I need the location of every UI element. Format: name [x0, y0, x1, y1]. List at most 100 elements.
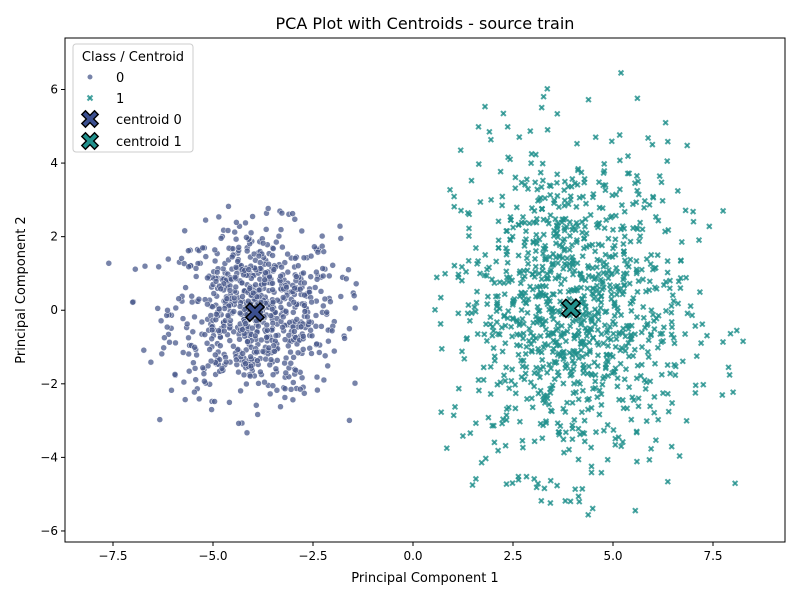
point-class-1 [576, 498, 583, 505]
point-class-1 [643, 379, 650, 386]
point-class-1 [575, 493, 582, 500]
point-class-1 [520, 267, 527, 274]
point-class-1 [586, 310, 593, 317]
point-class-1 [621, 208, 628, 215]
point-class-1 [620, 240, 627, 248]
point-class-0 [318, 232, 326, 240]
x-axis-label: Principal Component 1 [351, 571, 498, 586]
point-class-1 [516, 293, 523, 300]
point-class-0 [277, 403, 284, 410]
point-class-1 [433, 274, 440, 281]
point-class-1 [485, 414, 492, 421]
point-class-0 [237, 387, 244, 395]
point-class-0 [287, 360, 295, 367]
point-class-1 [512, 185, 519, 192]
point-class-1 [571, 335, 578, 342]
point-class-1 [570, 360, 578, 367]
point-class-1 [643, 255, 650, 263]
point-class-1 [591, 321, 599, 328]
point-class-1 [602, 187, 609, 194]
point-class-1 [552, 240, 560, 247]
point-class-1 [606, 281, 614, 289]
point-class-0 [239, 326, 246, 333]
point-class-1 [577, 284, 585, 291]
point-class-0 [240, 371, 248, 379]
point-class-1 [692, 382, 699, 389]
point-class-1 [639, 276, 647, 283]
point-class-1 [498, 324, 505, 331]
point-class-0 [277, 304, 285, 311]
point-class-1 [569, 253, 576, 261]
point-class-1 [674, 300, 682, 307]
point-class-1 [543, 392, 551, 399]
point-class-1 [658, 179, 665, 186]
point-class-1 [644, 348, 651, 356]
point-class-1 [581, 223, 589, 230]
point-class-1 [549, 329, 556, 336]
point-class-0 [229, 245, 237, 252]
point-class-1 [533, 231, 540, 238]
point-class-0 [281, 394, 289, 401]
point-class-0 [164, 307, 171, 314]
point-class-1 [739, 338, 747, 345]
point-class-1 [538, 497, 545, 504]
point-class-0 [289, 210, 296, 217]
point-class-1 [441, 270, 449, 277]
point-class-0 [284, 250, 291, 258]
point-class-0 [243, 429, 251, 437]
point-class-1 [455, 385, 462, 392]
point-class-1 [579, 485, 586, 493]
legend-box [72, 43, 194, 153]
point-class-0 [269, 252, 276, 259]
point-class-1 [566, 232, 574, 240]
point-class-0 [352, 280, 360, 288]
point-class-1 [623, 261, 631, 268]
point-class-0 [291, 284, 298, 292]
point-class-1 [590, 285, 597, 292]
point-class-0 [234, 346, 242, 353]
point-class-0 [291, 328, 298, 335]
point-class-1 [544, 126, 551, 133]
point-class-1 [651, 409, 658, 416]
point-class-0 [291, 216, 299, 223]
point-class-1 [610, 330, 617, 337]
point-class-1 [635, 277, 642, 285]
point-class-1 [668, 443, 675, 450]
point-class-1 [495, 237, 502, 244]
point-class-1 [504, 259, 511, 266]
point-class-1 [493, 318, 501, 326]
point-class-1 [556, 431, 563, 438]
point-class-1 [538, 275, 545, 283]
point-class-1 [560, 353, 568, 360]
point-class-1 [638, 361, 645, 368]
point-class-0 [282, 369, 290, 377]
point-class-1 [512, 405, 519, 412]
point-class-0 [226, 287, 234, 294]
point-class-1 [465, 257, 472, 264]
point-class-0 [166, 339, 173, 346]
point-class-1 [610, 426, 617, 434]
point-class-1 [539, 177, 547, 184]
point-class-0 [180, 260, 188, 267]
point-class-1 [638, 343, 646, 351]
point-class-0 [226, 399, 233, 406]
point-class-1 [494, 330, 502, 338]
point-class-1 [455, 271, 462, 278]
point-class-0 [308, 298, 315, 306]
point-class-1 [437, 294, 444, 301]
point-class-0 [192, 273, 200, 280]
point-class-0 [249, 289, 257, 297]
point-class-1 [561, 260, 568, 268]
point-class-0 [269, 382, 277, 389]
point-class-1 [578, 276, 585, 283]
point-class-1 [542, 292, 549, 299]
point-class-0 [287, 386, 295, 393]
point-class-1 [719, 207, 727, 215]
point-class-1 [478, 459, 485, 466]
point-class-0 [294, 349, 302, 357]
point-class-0 [281, 336, 289, 343]
point-class-1 [587, 444, 595, 451]
point-class-1 [617, 311, 625, 319]
point-class-1 [664, 157, 671, 165]
point-class-1 [580, 299, 588, 306]
